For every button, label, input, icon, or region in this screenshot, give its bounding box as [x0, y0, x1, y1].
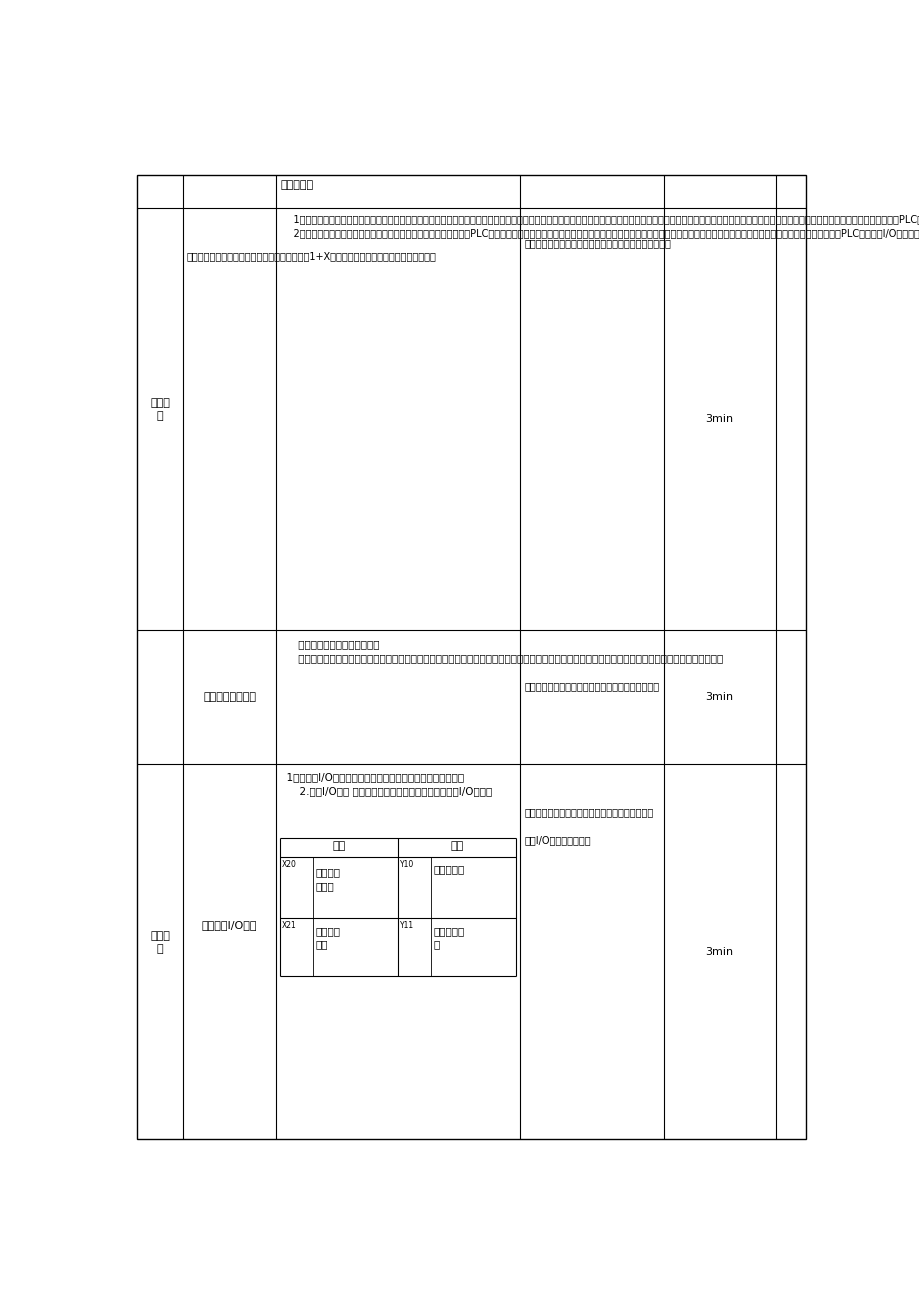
Text: 1检查所有I/O点：引导学生找到仿真任务中所有输入输出点。
      2.进行I/O分配 根据任务要求选取输入输出点，并完成I/O分配。: 1检查所有I/O点：引导学生找到仿真任务中所有输入输出点。 2.进行I/O分配 … [279, 771, 492, 796]
Text: 输出: 输出 [450, 842, 463, 851]
Text: 任务介
绍: 任务介 绍 [150, 398, 170, 420]
Text: 3min: 3min [705, 414, 732, 424]
Text: 由实际设备运行情况引出仿真编程任务，并结合1+X证书相关要求进行完成任务的步骤分析。: 由实际设备运行情况引出仿真编程任务，并结合1+X证书相关要求进行完成任务的步骤分… [186, 251, 436, 260]
Text: 认真思考老师的问题，积极课堂互动；听讲，做好笔记。: 认真思考老师的问题，积极课堂互动；听讲，做好笔记。 [524, 238, 670, 247]
Text: X21: X21 [281, 921, 296, 930]
Text: 3min: 3min [705, 947, 732, 956]
Text: 通过仿真动画展示运行效果：
     本任务中，供料斗将物料供给到传送带上，传送带将物料先移动至右侧再移动到左侧，最后移动到停止传感器处停止。可见，这是一个典型: 通过仿真动画展示运行效果： 本任务中，供料斗将物料供给到传送带上，传送带将物料先… [282, 639, 723, 664]
Text: 第一步：任务分析: 第一步：任务分析 [203, 692, 255, 701]
Text: 供料斗启
动按钮: 供料斗启 动按钮 [315, 868, 340, 891]
Text: X20: X20 [281, 860, 296, 869]
Text: 通过仿真动画对任务过程进行初步了解，做好笔记。: 通过仿真动画对任务过程进行初步了解，做好笔记。 [524, 682, 659, 691]
Text: 新课讲
解: 新课讲 解 [150, 932, 170, 954]
Text: Y11: Y11 [400, 921, 414, 930]
Text: Y10: Y10 [400, 860, 414, 869]
Text: 3min: 3min [705, 692, 732, 701]
Text: 皮带启动
按钮: 皮带启动 按钮 [315, 926, 340, 950]
Text: 第二步：I/O分配: 第二步：I/O分配 [202, 920, 257, 930]
Text: 宾软件界面: 宾软件界面 [279, 180, 312, 190]
Text: 皮带正传输
出: 皮带正传输 出 [433, 926, 464, 950]
Text: 供料斗输出: 供料斗输出 [433, 865, 464, 874]
Text: 1．任务介绍：在机电一体化实训设备中，系统可分为供料装置、搬运装置、自动识别、分拣装置几个部分，共同完成工件的自动分拣工作。我们就以这个实际项目为例，完成相应的: 1．任务介绍：在机电一体化实训设备中，系统可分为供料装置、搬运装置、自动识别、分… [280, 215, 919, 238]
Text: 输入: 输入 [332, 842, 346, 851]
Text: 在仿真软件中找到所有输入输出点，并进行试验。

完成I/O分配表的绘制。: 在仿真软件中找到所有输入输出点，并进行试验。 完成I/O分配表的绘制。 [524, 807, 652, 844]
